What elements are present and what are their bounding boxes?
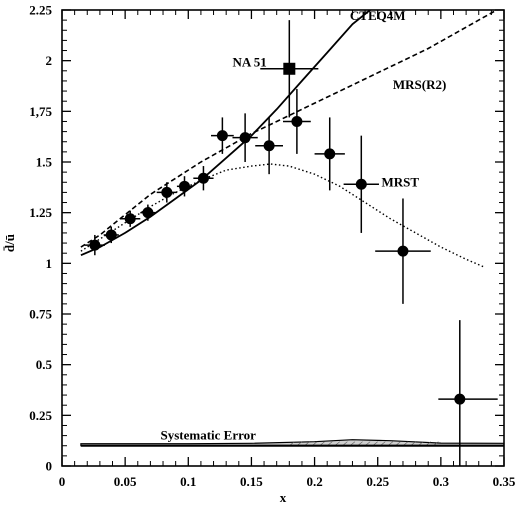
data-point-marker: [239, 132, 251, 144]
annotation-systematic-error: Systematic Error: [161, 428, 257, 443]
data-point: [211, 117, 234, 154]
data-point-marker: [178, 180, 190, 192]
theory-curves: [80, 10, 499, 269]
annotation-na-51: NA 51: [232, 55, 266, 70]
data-point: [84, 234, 105, 256]
x-tick-label: 0.05: [114, 474, 137, 489]
y-axis-ticks: 0 0.25 0.5 0.75 1 1.25 1.5 1,75 2 2.25: [29, 3, 504, 474]
data-point: [255, 117, 283, 175]
data-point: [193, 166, 214, 191]
data-point-marker: [124, 213, 136, 225]
x-tick-label: 0.15: [240, 474, 263, 489]
curve-mrs-r2: [80, 10, 499, 248]
annotation-mrst: MRST: [382, 174, 420, 189]
na51-marker: [283, 62, 296, 75]
curve-cteq4m: [80, 10, 372, 257]
x-tick-label: 0.2: [306, 474, 322, 489]
y-tick-label: 0.75: [29, 307, 52, 322]
y-tick-label: 2: [46, 53, 53, 68]
data-point: [375, 198, 431, 304]
data-point-marker: [161, 186, 173, 198]
data-point-marker: [142, 207, 154, 219]
y-tick-label: 0.25: [29, 408, 52, 423]
x-tick-label: 0.3: [433, 474, 450, 489]
y-tick-label: 1.5: [36, 155, 53, 170]
data-point-marker: [454, 393, 466, 405]
data-point-marker: [105, 229, 117, 241]
x-axis-label: x: [280, 490, 287, 505]
data-point: [156, 182, 177, 203]
y-tick-label: 1: [46, 256, 53, 271]
y-axis-label: d̄/ū: [2, 234, 17, 252]
x-tick-label: 0.35: [493, 474, 516, 489]
y-tick-label: 2.25: [29, 3, 52, 18]
data-point-marker: [89, 239, 101, 251]
y-tick-label: 1.25: [29, 205, 52, 220]
y-tick-label: 1,75: [29, 104, 52, 119]
data-points: [84, 89, 498, 466]
data-point-marker: [355, 178, 367, 190]
data-point: [176, 176, 193, 197]
plot-border: [61, 9, 505, 467]
annotations: CTEQ4M NA 51 MRS(R2) MRST Systematic Error: [161, 8, 447, 443]
y-tick-label: 0: [46, 459, 53, 474]
data-point-marker: [397, 245, 409, 257]
x-tick-label: 0: [59, 474, 66, 489]
data-point-marker: [263, 140, 275, 152]
data-point: [343, 135, 379, 233]
data-point: [438, 320, 498, 466]
x-tick-label: 0.1: [180, 474, 196, 489]
data-point-marker: [197, 172, 209, 184]
y-tick-label: 0.5: [36, 357, 53, 372]
data-point: [232, 113, 258, 162]
data-point: [283, 89, 311, 154]
data-point-marker: [291, 115, 303, 127]
systematic-error-band: [80, 439, 504, 447]
x-tick-label: 0.25: [366, 474, 389, 489]
annotation-cteq4m: CTEQ4M: [350, 8, 406, 23]
na51-point: [260, 20, 319, 118]
curve-mrst: [80, 163, 486, 269]
data-point: [120, 210, 141, 227]
x-axis-ticks: 0 0.05 0.1 0.15 0.2 0.25 0.3 0.35: [59, 10, 516, 489]
data-point: [103, 226, 119, 244]
data-point-marker: [216, 130, 228, 142]
annotation-mrs-r2: MRS(R2): [393, 77, 446, 92]
plot-frame: [61, 9, 505, 467]
data-point: [314, 117, 345, 191]
data-point-marker: [324, 148, 336, 160]
data-point: [140, 204, 156, 221]
